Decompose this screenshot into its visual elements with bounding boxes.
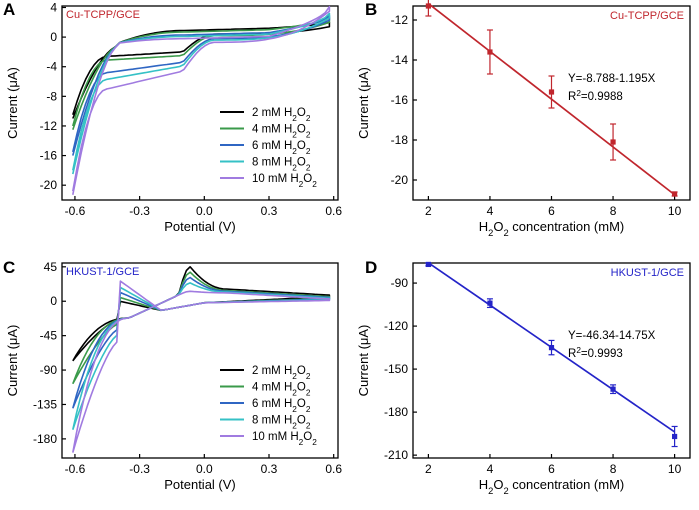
panel-letter: C: [3, 258, 15, 277]
x-tick-label: 0.3: [261, 462, 278, 476]
x-tick-label: 4: [487, 462, 494, 476]
data-point: [548, 89, 555, 95]
x-tick-label: 6: [548, 462, 555, 476]
x-tick-label: 0.6: [325, 204, 342, 218]
cv-curve: [72, 12, 331, 175]
y-axis-label: Current (μA): [356, 325, 371, 397]
panel-letter: D: [365, 258, 377, 277]
data-point: [425, 3, 431, 9]
plot-frame: [412, 262, 691, 459]
r-squared: R2=0.9993: [568, 346, 623, 361]
legend-label: 6 mM H2O2: [252, 140, 311, 156]
x-tick-label: 10: [668, 462, 682, 476]
y-tick-label: -180: [384, 405, 408, 419]
y-tick-label: 45: [44, 260, 58, 274]
legend-label: 4 mM H2O2: [252, 382, 311, 398]
data-point: [672, 191, 678, 197]
x-tick-label: -0.6: [65, 462, 86, 476]
data-point: [548, 344, 555, 351]
legend-label: 8 mM H2O2: [252, 415, 311, 431]
cv-curve: [72, 5, 331, 195]
y-axis-label: Current (μA): [356, 67, 371, 139]
panel-title: HKUST-1/GCE: [66, 266, 139, 278]
y-tick-label: -4: [46, 60, 57, 74]
legend-label: 10 mM H2O2: [252, 173, 317, 189]
y-tick-label: 0: [50, 30, 57, 44]
panel-letter: A: [3, 0, 15, 19]
y-tick-label: -45: [40, 329, 58, 343]
y-axis-label: Current (μA): [5, 67, 20, 139]
x-tick-label: 10: [668, 204, 682, 218]
r-squared: R2=0.9988: [568, 89, 623, 104]
x-tick-label: 8: [610, 462, 617, 476]
y-tick-label: -16: [391, 93, 409, 107]
data-point: [610, 386, 616, 392]
x-tick-label: 6: [548, 204, 555, 218]
x-tick-label: 0.0: [196, 204, 213, 218]
y-tick-label: 0: [50, 294, 57, 308]
x-axis-label: H2O2 concentration (mM): [479, 477, 625, 496]
cv-curve: [72, 21, 331, 119]
legend-label: 6 mM H2O2: [252, 398, 311, 414]
x-tick-label: -0.3: [129, 204, 150, 218]
panel-b: B 2 4 6 8 10 -12 -14 -16 -18 -20 Current (μA) H2O2 c…: [356, 0, 691, 238]
x-tick-label: 8: [610, 204, 617, 218]
fit-equation: Y=-8.788-1.195X: [568, 73, 656, 85]
x-axis-label: H2O2 concentration (mM): [479, 219, 625, 238]
fit-equation: Y=-46.34-14.75X: [568, 330, 656, 342]
y-tick-label: -18: [391, 133, 409, 147]
x-tick-label: -0.6: [65, 204, 86, 218]
data-point: [610, 139, 616, 145]
y-axis-label: Current (μA): [5, 325, 20, 397]
data-point: [487, 300, 493, 306]
panel-d: D 2 4 6 8 10 -90 -120 -150 -180 -210 Current (μA) H2…: [356, 258, 691, 496]
x-tick-label: 2: [425, 204, 432, 218]
x-axis-label: Potential (V): [164, 477, 236, 492]
x-tick-label: 0.6: [325, 462, 342, 476]
legend-label: 2 mM H2O2: [252, 107, 311, 123]
y-tick-label: -14: [391, 53, 409, 67]
cv-curve: [72, 280, 331, 453]
y-tick-label: -20: [40, 178, 58, 192]
legend-label: 10 mM H2O2: [252, 431, 317, 447]
legend-label: 8 mM H2O2: [252, 157, 311, 173]
plot-frame: [61, 5, 339, 201]
y-tick-label: -16: [40, 149, 58, 163]
x-tick-label: 0.0: [196, 462, 213, 476]
y-tick-label: -12: [391, 13, 409, 27]
panel-a: A -0.6 -0.3 0.0 0.3 0.6 4 0 -4 -8 -12 -16 -20 Current…: [3, 0, 342, 234]
y-tick-label: -90: [391, 276, 409, 290]
plot-frame: [61, 262, 339, 459]
x-tick-label: -0.3: [129, 462, 150, 476]
panel-title: HKUST-1/GCE: [611, 267, 684, 279]
y-tick-label: -120: [384, 319, 408, 333]
panel-letter: B: [365, 0, 377, 19]
data-point: [425, 261, 431, 268]
y-tick-label: -90: [40, 363, 58, 377]
y-tick-label: -8: [46, 89, 57, 103]
legend-label: 4 mM H2O2: [252, 124, 311, 140]
y-tick-label: -210: [384, 448, 408, 462]
panel-c: C -0.6 -0.3 0.0 0.3 0.6 45 0 -45 -90 -135 -180 Curre…: [3, 258, 342, 492]
y-tick-label: -20: [391, 173, 409, 187]
y-tick-label: -135: [33, 397, 57, 411]
x-tick-label: 0.3: [261, 204, 278, 218]
data-point: [487, 49, 493, 55]
y-tick-label: -180: [33, 432, 57, 446]
y-tick-label: 4: [50, 0, 57, 14]
legend-label: 2 mM H2O2: [252, 365, 311, 381]
y-tick-label: -12: [40, 119, 58, 133]
panel-title: Cu-TCPP/GCE: [66, 9, 140, 21]
x-axis-label: Potential (V): [164, 219, 236, 234]
data-point: [672, 433, 678, 440]
y-tick-label: -150: [384, 362, 408, 376]
panel-title: Cu-TCPP/GCE: [610, 10, 684, 22]
x-tick-label: 2: [425, 462, 432, 476]
x-tick-label: 4: [487, 204, 494, 218]
